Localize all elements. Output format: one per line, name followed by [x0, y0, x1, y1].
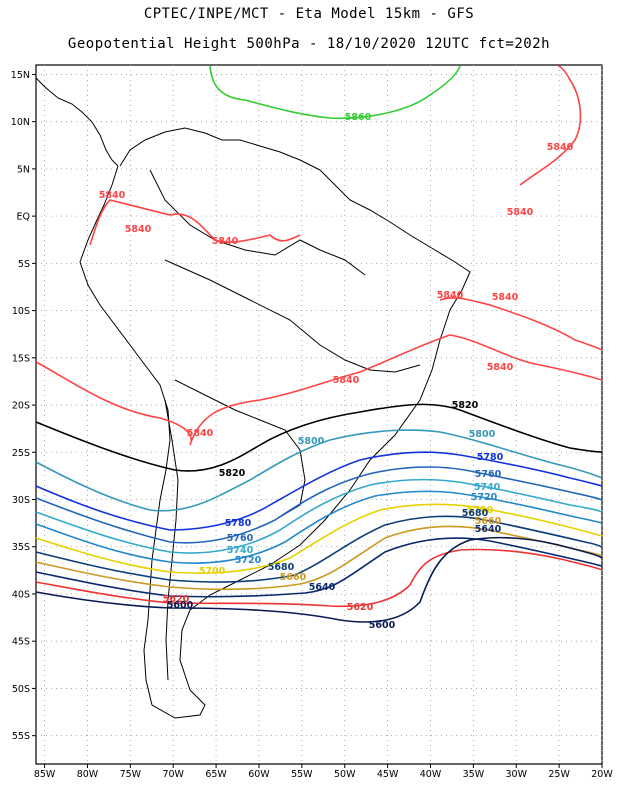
contour-label: 5640	[475, 524, 502, 535]
contour-label: 5820	[452, 400, 479, 411]
contour-label: 5680	[268, 562, 295, 573]
lon-tick-label: 80W	[77, 769, 99, 780]
contour-label: 5760	[227, 533, 254, 544]
axis-ticks: 15N 10N 5N EQ 5S 10S 15S 20S 25S 30S 35S 40S 45S 50S 5…	[11, 70, 614, 780]
central-america-coast	[35, 77, 119, 167]
lat-tick-label: 40S	[12, 589, 30, 600]
contour-label: 5840	[187, 428, 214, 439]
contour-label: 5840	[125, 224, 152, 235]
lon-tick-label: 45W	[377, 769, 399, 780]
lat-tick-label: 45S	[12, 637, 30, 648]
contour-label: 5840	[99, 190, 126, 201]
lat-tick-label: 35S	[12, 542, 30, 553]
contour-line	[35, 515, 603, 583]
lon-tick-label: 70W	[162, 769, 184, 780]
contour-line	[519, 65, 582, 186]
lon-tick-label: 35W	[463, 769, 485, 780]
contour-label: 5660	[280, 572, 307, 583]
contour-label: 5660	[475, 516, 502, 527]
lat-tick-label: 10S	[12, 306, 30, 317]
contour-label: 5860	[345, 112, 372, 123]
contour-line	[439, 297, 603, 351]
contour-label: 5600	[369, 620, 396, 631]
south-america-coast	[79, 165, 471, 719]
contour-label: 5840	[547, 142, 574, 153]
contour-label: 5840	[212, 236, 239, 247]
contour-label: 5840	[333, 375, 360, 386]
contour-label: 5820	[219, 468, 246, 479]
lat-tick-label: 15S	[12, 353, 30, 364]
contour-line	[89, 199, 301, 246]
contour-label: 5720	[235, 555, 262, 566]
contour-label: 5720	[471, 492, 498, 503]
contour-label: 5800	[298, 436, 325, 447]
contour-line	[35, 334, 603, 446]
lat-tick-label: 55S	[12, 731, 30, 742]
lon-tick-label: 50W	[334, 769, 356, 780]
contour-label: 5800	[469, 429, 496, 440]
contour-line	[209, 65, 461, 120]
lon-tick-label: 25W	[548, 769, 570, 780]
contour-label: 5700	[199, 566, 226, 577]
contour-line	[35, 451, 603, 531]
contour-label: 5760	[475, 469, 502, 480]
contour-label: 5620	[347, 602, 374, 613]
contour-label: 5640	[309, 582, 336, 593]
contour-label: 5780	[477, 452, 504, 463]
lat-tick-label: 30S	[12, 495, 30, 506]
contour-line	[35, 466, 603, 544]
contour-label: 5680	[462, 508, 489, 519]
contour-label: 5620	[163, 594, 190, 605]
lat-tick-label: 25S	[12, 448, 30, 459]
contour-label: 5840	[492, 292, 519, 303]
map-frame	[35, 64, 603, 765]
contour-label: 5600	[167, 600, 194, 611]
contour-line	[35, 403, 603, 472]
lon-tick-label: 65W	[205, 769, 227, 780]
map-title-line-2: Geopotential Height 500hPa - 18/10/2020 …	[67, 36, 551, 52]
contour-line	[35, 503, 603, 574]
lon-tick-label: 40W	[420, 769, 442, 780]
lon-tick-label: 55W	[291, 769, 313, 780]
contour-line	[35, 548, 603, 608]
lon-tick-label: 85W	[34, 769, 56, 780]
contour-line	[35, 536, 603, 623]
lon-tick-label: 20W	[591, 769, 613, 780]
borders-andes	[164, 399, 179, 681]
borders-north	[149, 169, 366, 276]
caribbean-coast	[119, 127, 321, 171]
contour-label: 5740	[227, 545, 254, 556]
borders-center	[164, 259, 421, 373]
contour-line	[35, 429, 603, 512]
lon-tick-label: 75W	[120, 769, 142, 780]
lat-tick-label: 50S	[12, 684, 30, 695]
lat-tick-label: 5S	[18, 259, 30, 270]
contour-line	[35, 537, 603, 598]
contour-label: 5840	[487, 362, 514, 373]
lon-tick-label: 60W	[248, 769, 270, 780]
contour-line	[35, 478, 603, 554]
contour-label: 5740	[474, 482, 501, 493]
map-title-line-1: CPTEC/INPE/MCT - Eta Model 15km - GFS	[143, 6, 475, 22]
contours: 5860 5840 5840 5840 5840 5840 5840 5840 5840 5840…	[35, 65, 603, 631]
lat-tick-label: 20S	[12, 401, 30, 412]
lat-tick-label: EQ	[17, 212, 30, 223]
coastlines	[35, 77, 471, 719]
borders-south	[174, 379, 306, 521]
contour-label: 5840	[437, 290, 464, 301]
lat-tick-label: 15N	[11, 70, 30, 81]
contour-label: 5840	[507, 207, 534, 218]
lat-tick-label: 10N	[11, 117, 30, 128]
lat-tick-label: 5N	[17, 164, 30, 175]
contour-label: 5700	[467, 505, 494, 516]
contour-label: 5780	[225, 518, 252, 529]
contour-line	[35, 490, 603, 564]
lon-tick-label: 30W	[506, 769, 528, 780]
